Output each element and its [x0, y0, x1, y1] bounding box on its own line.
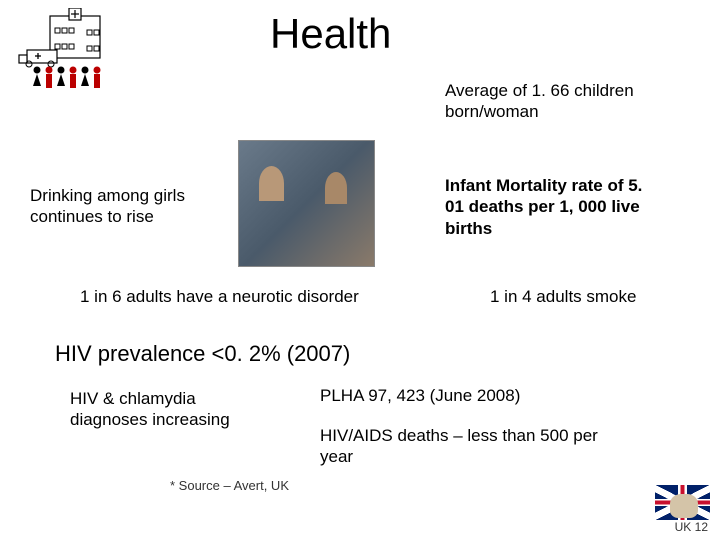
group-photo: [238, 140, 375, 267]
hospital-icon: [15, 8, 135, 93]
page-title: Health: [270, 10, 391, 58]
stat-smoke: 1 in 4 adults smoke: [490, 286, 690, 307]
stat-avg-children: Average of 1. 66 children born/woman: [445, 80, 665, 123]
stat-plha: PLHA 97, 423 (June 2008): [320, 385, 600, 406]
stat-hiv-deaths: HIV/AIDS deaths – less than 500 per year: [320, 425, 600, 468]
source-citation: * Source – Avert, UK: [170, 478, 289, 494]
stat-drinking: Drinking among girls continues to rise: [30, 185, 230, 228]
bulldog-icon: [670, 494, 698, 518]
stat-infant-mortality: Infant Mortality rate of 5. 01 deaths pe…: [445, 175, 665, 239]
stat-hiv-chlamydia: HIV & chlamydia diagnoses increasing: [70, 388, 270, 431]
page-number: UK 12: [675, 520, 708, 534]
stat-hiv-prevalence: HIV prevalence <0. 2% (2007): [55, 340, 350, 368]
stat-neurotic: 1 in 6 adults have a neurotic disorder: [80, 286, 430, 307]
